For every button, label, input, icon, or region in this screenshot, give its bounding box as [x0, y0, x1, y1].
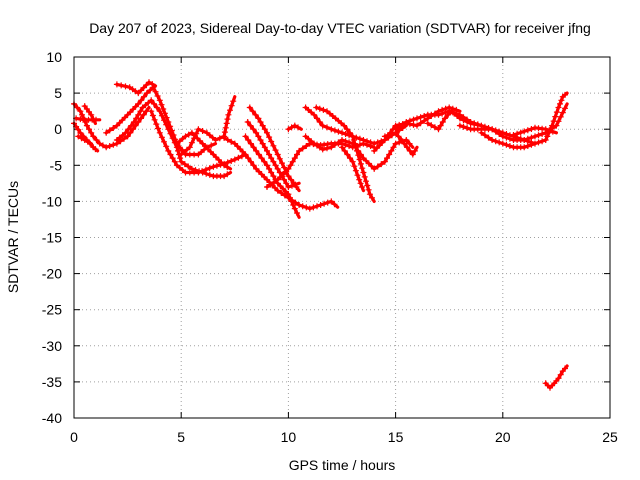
x-tick-label: 0 [70, 429, 78, 445]
x-axis-label: GPS time / hours [289, 457, 396, 473]
series-points-arc-12 [221, 134, 338, 212]
y-tick-label: -30 [42, 338, 62, 354]
y-tick-label: 0 [54, 121, 62, 137]
y-tick-label: -20 [42, 266, 62, 282]
series-points-arc-4 [75, 133, 91, 145]
x-tick-label: 25 [602, 429, 618, 445]
y-tick-label: -5 [50, 157, 63, 173]
x-tick-label: 5 [177, 429, 185, 445]
data-marks [71, 79, 569, 391]
series-points-arc-6 [103, 84, 215, 158]
series-points-arc-25 [424, 108, 481, 133]
y-tick-label: 10 [46, 49, 62, 65]
plot-frame [73, 56, 611, 419]
series-points-arc-9 [148, 108, 245, 176]
series-points-arc-7 [113, 79, 156, 97]
series-line-arc-29 [544, 364, 569, 390]
x-tick-label: 10 [281, 429, 297, 445]
series-points-arc-17 [285, 122, 301, 133]
series-points-arc-11 [178, 98, 237, 158]
series-points-arc-23 [381, 129, 418, 158]
series-points-arc-8 [113, 97, 231, 180]
y-tick-label: -10 [42, 193, 62, 209]
chart-title: Day 207 of 2023, Sidereal Day-to-day VTE… [89, 20, 591, 36]
series-points-arc-20 [313, 104, 375, 201]
y-tick-label: -35 [42, 374, 62, 390]
series-points-arc-29 [542, 365, 568, 391]
x-tick-label: 15 [388, 429, 404, 445]
grid [74, 57, 610, 418]
series-points-arc-1 [71, 100, 150, 151]
y-tick-label: -40 [42, 410, 62, 426]
y-tick-label: 5 [54, 85, 62, 101]
y-tick-label: -25 [42, 302, 62, 318]
series-points-arc-14 [244, 119, 299, 190]
series-points-arc-5 [81, 103, 97, 123]
series-points-arc-27 [478, 129, 535, 151]
axis-ticks: 0 5 10 15 20 25 10 5 0 -5 -10 -15 -20 -25 -30 -35 -40 [42, 49, 618, 445]
y-tick-label: -15 [42, 230, 62, 246]
series-points-arc-28 [510, 124, 556, 138]
y-axis-label: SDTVAR / TECUs [5, 181, 21, 293]
series-line-arc-15 [248, 105, 301, 193]
x-tick-label: 20 [495, 429, 511, 445]
series-points-arc-21 [339, 144, 365, 190]
